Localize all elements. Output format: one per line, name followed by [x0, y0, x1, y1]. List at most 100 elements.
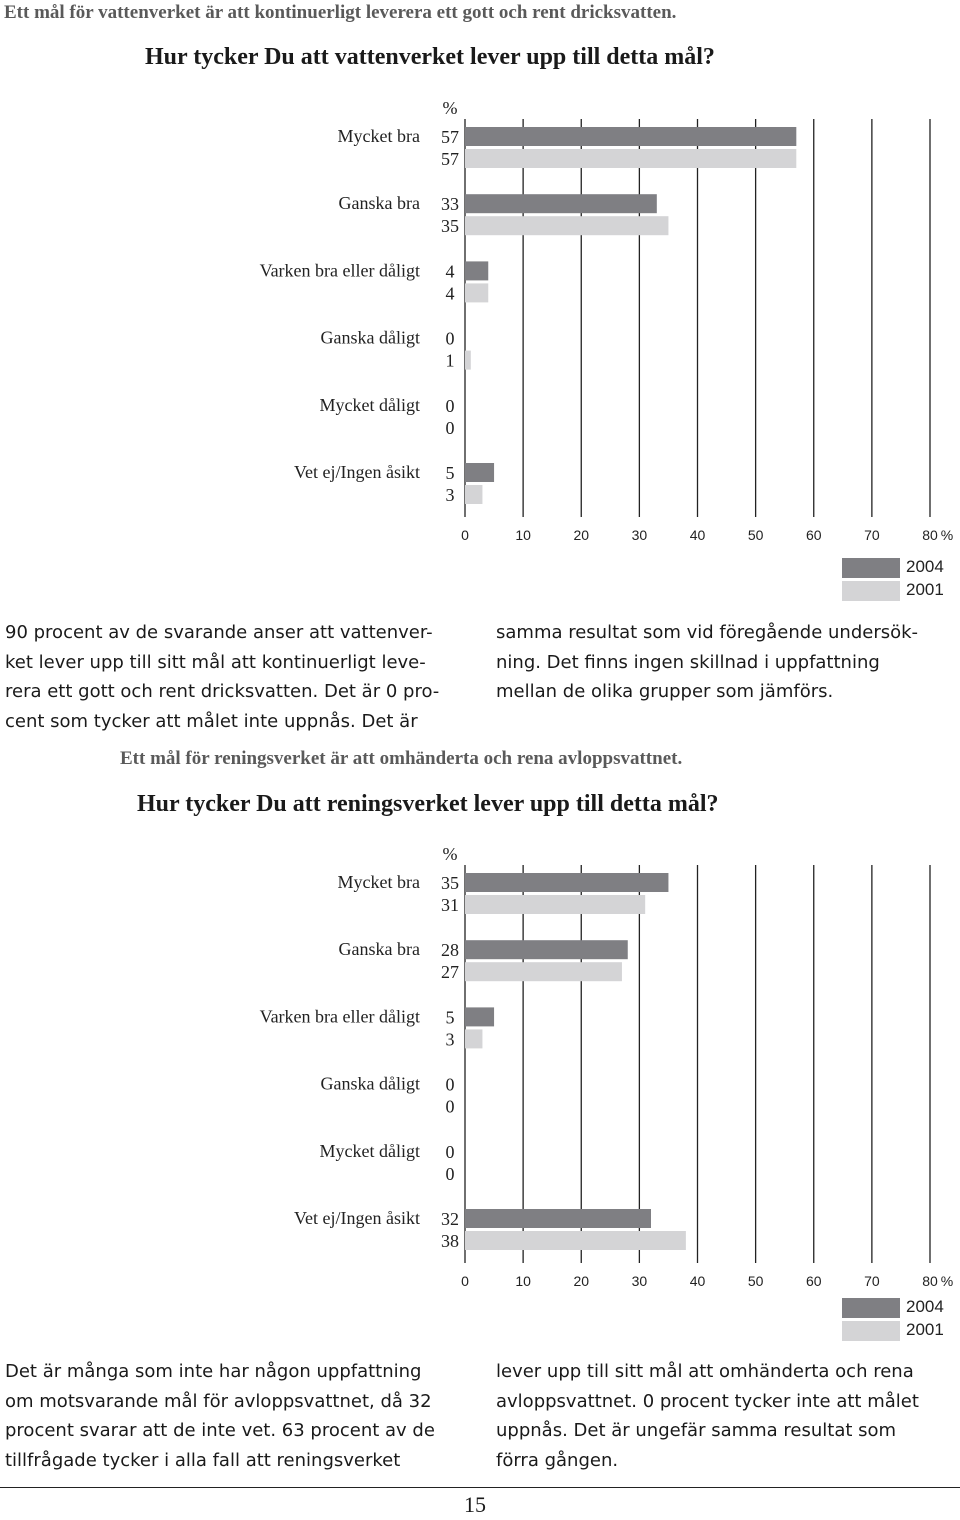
sewage-chart: % Mycket bra 35 31 Ganska bra 28 27 Varken bra … [0, 836, 960, 1336]
x-tick-label: 20 [573, 1273, 589, 1289]
bar-2001 [465, 149, 797, 168]
question-sewage: Hur tycker Du att reningsverket lever up… [137, 791, 719, 817]
text-line: procent svarar att de inte vet. 63 proce… [5, 1420, 435, 1441]
question-water: Hur tycker Du att vattenverket lever upp… [145, 44, 715, 70]
legend-swatch-2001 [842, 581, 900, 601]
footer-rule [0, 1487, 960, 1488]
text-line: uppnås. Det är ungefär samma resultat so… [496, 1420, 897, 1441]
data-label: 35 [441, 216, 459, 236]
water-chart: % Mycket bra 57 57 Ganska bra 33 35 Varken bra … [0, 90, 960, 590]
data-label: 35 [441, 873, 459, 893]
bar-2001 [465, 1231, 686, 1250]
legend-sewage: 2004 2001 [842, 1297, 960, 1343]
legend-item-2004: 2004 [842, 1297, 960, 1320]
unit-label: % [443, 844, 458, 864]
category-label: Mycket dåligt [320, 1141, 420, 1161]
data-label: 3 [446, 485, 455, 505]
category-label: Varken bra eller dåligt [260, 260, 420, 280]
text-line: om motsvarande mål för avloppsvattnet, d… [5, 1390, 432, 1412]
legend-label-2001: 2001 [906, 1320, 944, 1339]
data-label: 0 [446, 1075, 455, 1095]
text-line: avloppsvattnet. 0 procent tycker inte at… [496, 1390, 919, 1412]
legend-water: 2004 2001 [842, 557, 960, 603]
data-label: 31 [441, 895, 459, 915]
data-label: 32 [441, 1209, 459, 1229]
legend-item-2001: 2001 [842, 1320, 960, 1343]
x-tick-label: 30 [632, 1273, 648, 1289]
text-line: förra gången. [496, 1449, 619, 1471]
legend-label-2004: 2004 [906, 1297, 944, 1316]
bar-2001 [465, 283, 489, 303]
text-line: rera ett gott och rent dricksvatten. Det… [5, 681, 440, 702]
legend-item-2001: 2001 [842, 580, 960, 603]
bar-2004 [465, 1007, 495, 1027]
unit-label: % [443, 98, 458, 118]
data-label: 57 [441, 127, 459, 147]
bar-2001 [465, 216, 669, 236]
category-label: Varken bra eller dåligt [260, 1006, 420, 1026]
x-tick-label: 80 [922, 527, 938, 543]
legend-swatch-2004 [842, 1298, 900, 1318]
legend-item-2004: 2004 [842, 557, 960, 580]
category-label: Ganska dåligt [321, 1074, 420, 1094]
x-tick-label: 70 [864, 1273, 880, 1289]
legend-label-2001: 2001 [906, 580, 944, 599]
text-line: 90 procent av de svarande anser att vatt… [5, 622, 433, 643]
bar-2001 [465, 895, 646, 914]
data-label: 0 [446, 1097, 455, 1117]
legend-label-2004: 2004 [906, 557, 944, 576]
x-tick-label: 70 [864, 527, 880, 543]
data-label: 38 [441, 1231, 459, 1251]
data-label: 0 [446, 396, 455, 416]
x-axis-unit: % [941, 1273, 953, 1289]
data-label: 28 [441, 940, 459, 960]
text-line: mellan de olika grupper som jämförs. [496, 681, 834, 702]
x-tick-label: 10 [515, 527, 531, 543]
data-label: 27 [441, 962, 459, 982]
data-label: 1 [446, 351, 455, 371]
text-line: cent som tycker att målet inte uppnås. D… [5, 710, 418, 732]
text-line: Det är många som inte har någon uppfattn… [5, 1361, 422, 1382]
category-label: Mycket bra [338, 872, 420, 892]
bar-2004 [465, 1209, 651, 1228]
x-tick-label: 60 [806, 1273, 822, 1289]
x-tick-label: 20 [573, 527, 589, 543]
text-line: tillfrågade tycker i alla fall att renin… [5, 1449, 401, 1471]
data-label: 57 [441, 149, 459, 169]
text-water-right: samma resultat som vid föregående unders… [496, 618, 918, 707]
data-label: 4 [446, 261, 455, 281]
data-label: 4 [446, 283, 455, 303]
category-label: Mycket bra [338, 126, 420, 146]
category-label: Ganska bra [339, 193, 420, 213]
page-number: 15 [464, 1492, 486, 1517]
bar-2004 [465, 463, 495, 482]
text-line: ning. Det finns ingen skillnad i uppfatt… [496, 651, 880, 673]
bar-2004 [465, 127, 797, 146]
text-line: ket lever upp till sitt mål att kontinue… [5, 651, 426, 673]
legend-swatch-2001 [842, 1321, 900, 1341]
data-label: 5 [446, 463, 455, 483]
goal-statement-water: Ett mål för vattenverket är att kontinue… [4, 2, 677, 23]
x-axis-unit: % [941, 527, 953, 543]
x-tick-label: 0 [461, 1273, 469, 1289]
data-label: 0 [446, 1164, 455, 1184]
x-tick-label: 50 [748, 1273, 764, 1289]
x-tick-label: 50 [748, 527, 764, 543]
text-line: samma resultat som vid föregående unders… [496, 622, 919, 643]
data-label: 3 [446, 1029, 455, 1049]
bar-2004 [465, 261, 489, 281]
x-tick-label: 40 [690, 1273, 706, 1289]
legend-swatch-2004 [842, 558, 900, 578]
text-water-left: 90 procent av de svarande anser att vatt… [5, 618, 439, 736]
text-line: lever upp till sitt mål att omhänderta o… [496, 1361, 914, 1382]
goal-statement-sewage: Ett mål för reningsverket är att omhände… [120, 748, 683, 769]
bar-2001 [465, 1029, 483, 1049]
x-tick-label: 30 [632, 527, 648, 543]
x-tick-label: 10 [515, 1273, 531, 1289]
category-label: Ganska dåligt [321, 328, 420, 348]
category-label: Ganska bra [339, 939, 420, 959]
x-tick-label: 60 [806, 527, 822, 543]
data-label: 5 [446, 1007, 455, 1027]
